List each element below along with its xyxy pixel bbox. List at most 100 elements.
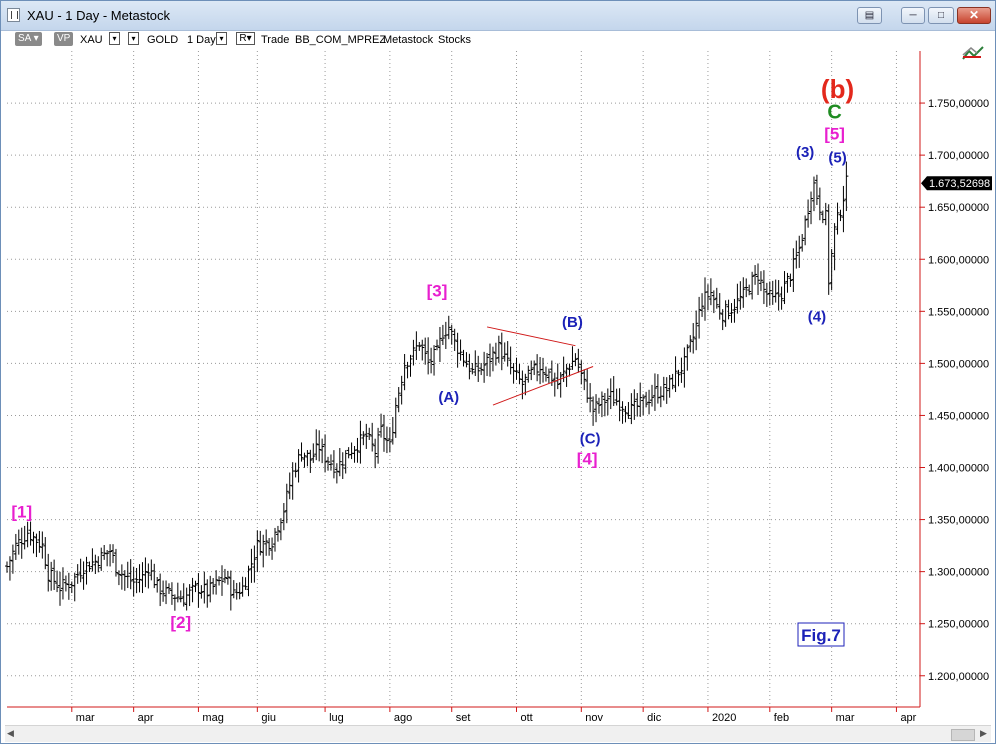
ohlc-bar [835, 202, 840, 235]
ohlc-bar [19, 527, 24, 559]
ohlc-bar [349, 442, 354, 460]
ohlc-bar [40, 531, 45, 559]
ohlc-bar [779, 286, 784, 310]
ohlc-bar [817, 187, 822, 221]
ohlc-bar [46, 553, 51, 592]
title-bar[interactable]: XAU - 1 Day - Metastock ▤ ─ □ ✕ [1, 1, 995, 31]
ohlc-bar [720, 309, 725, 331]
scroll-thumb[interactable] [951, 729, 975, 741]
window-options-button[interactable]: ▤ [857, 7, 882, 24]
drawing-tools-icon[interactable] [962, 46, 984, 60]
ohlc-bar [234, 582, 239, 600]
trend-icon-line [962, 46, 984, 60]
x-tick-label: apr [138, 712, 154, 724]
ohlc-bar [205, 579, 210, 608]
ohlc-bar [434, 339, 439, 351]
ohlc-bar [667, 374, 672, 398]
horizontal-scrollbar[interactable]: ◀ ▶ [5, 725, 991, 742]
ohlc-bar [399, 375, 404, 405]
symbol-dropdown[interactable]: ▾ [109, 32, 120, 45]
minimize-button[interactable]: ─ [901, 7, 925, 24]
triangle-trendline[interactable] [492, 366, 594, 406]
vp-button[interactable]: VP [54, 32, 74, 46]
ohlc-bar [429, 347, 434, 374]
ohlc-bar [570, 346, 575, 370]
wave-label: [1] [11, 502, 32, 521]
ohlc-bar [764, 282, 769, 307]
ohlc-bar [243, 577, 248, 590]
ohlc-bar [63, 575, 68, 592]
scroll-right-icon[interactable]: ▶ [980, 728, 987, 738]
window-title: XAU - 1 Day - Metastock [27, 8, 171, 23]
r-label: R [239, 33, 247, 44]
ohlc-bar [582, 369, 587, 391]
ohlc-bar [261, 534, 266, 568]
ohlc-bar [396, 387, 401, 413]
x-tick-label: mar [76, 712, 95, 724]
ohlc-bar [750, 271, 755, 300]
y-tick-label: 1.700,00000 [928, 150, 989, 162]
ohlc-bar [814, 174, 819, 205]
ohlc-bar [331, 450, 336, 479]
symbol-list-dropdown[interactable]: ▾ [128, 32, 139, 45]
ohlc-bar [175, 582, 180, 603]
last-price-label: 1.673,52698 [929, 178, 990, 190]
ohlc-bar [535, 354, 540, 382]
ohlc-bar [753, 265, 758, 285]
ohlc-bar [137, 564, 142, 593]
ohlc-bar [402, 354, 407, 391]
template-label: BB_COM_MPREZ [295, 34, 387, 46]
ohlc-bar [267, 538, 272, 556]
ohlc-bar [31, 531, 36, 554]
ohlc-bar [649, 384, 654, 407]
ohlc-bar [832, 223, 837, 271]
ohlc-bar [225, 570, 230, 585]
r-dropdown[interactable]: R▾ [236, 32, 255, 45]
ohlc-bar [52, 559, 57, 590]
ohlc-bar [756, 263, 761, 296]
sa-label: SA [18, 33, 31, 44]
ohlc-bar [829, 249, 834, 291]
triangle-trendline[interactable] [486, 326, 576, 347]
ohlc-bar [714, 287, 719, 309]
ohlc-bar [446, 315, 451, 340]
maximize-button[interactable]: □ [928, 7, 954, 24]
ohlc-bar [334, 463, 339, 484]
ohlc-bar [608, 378, 613, 410]
ohlc-bar [661, 376, 666, 401]
ohlc-bar [794, 240, 799, 269]
ohlc-bar [125, 561, 130, 589]
ohlc-bar [264, 529, 269, 556]
ohlc-bar [594, 394, 599, 423]
close-button[interactable]: ✕ [957, 7, 991, 24]
ohlc-bar [529, 360, 534, 381]
ohlc-bar [526, 365, 531, 383]
trade-link[interactable]: Trade [261, 34, 290, 46]
ohlc-bar [432, 345, 437, 376]
close-icon: ✕ [968, 8, 980, 22]
ohlc-bar [60, 567, 65, 600]
ohlc-bar [66, 572, 71, 600]
y-tick-label: 1.350,00000 [928, 515, 989, 527]
interval-dropdown[interactable]: ▾ [216, 32, 227, 45]
ohlc-bar [305, 449, 310, 467]
ohlc-bar [826, 204, 831, 295]
x-tick-label: giu [261, 712, 276, 724]
ohlc-bar [505, 341, 510, 367]
ohlc-bar [493, 342, 498, 366]
ohlc-bar [691, 323, 696, 354]
ohlc-bar [7, 556, 12, 581]
ohlc-bar [178, 590, 183, 603]
ohlc-bar [367, 427, 372, 440]
y-tick-label: 1.600,00000 [928, 254, 989, 266]
ohlc-bar [278, 518, 283, 541]
y-tick-label: 1.200,00000 [928, 671, 989, 683]
sa-button[interactable]: SA ▾ [15, 32, 42, 46]
ohlc-bar [464, 352, 469, 368]
scroll-left-icon[interactable]: ◀ [7, 728, 14, 738]
ohlc-bar [43, 537, 48, 570]
ohlc-bar [273, 527, 278, 552]
ohlc-bar [579, 360, 584, 385]
ohlc-bar [552, 372, 557, 397]
